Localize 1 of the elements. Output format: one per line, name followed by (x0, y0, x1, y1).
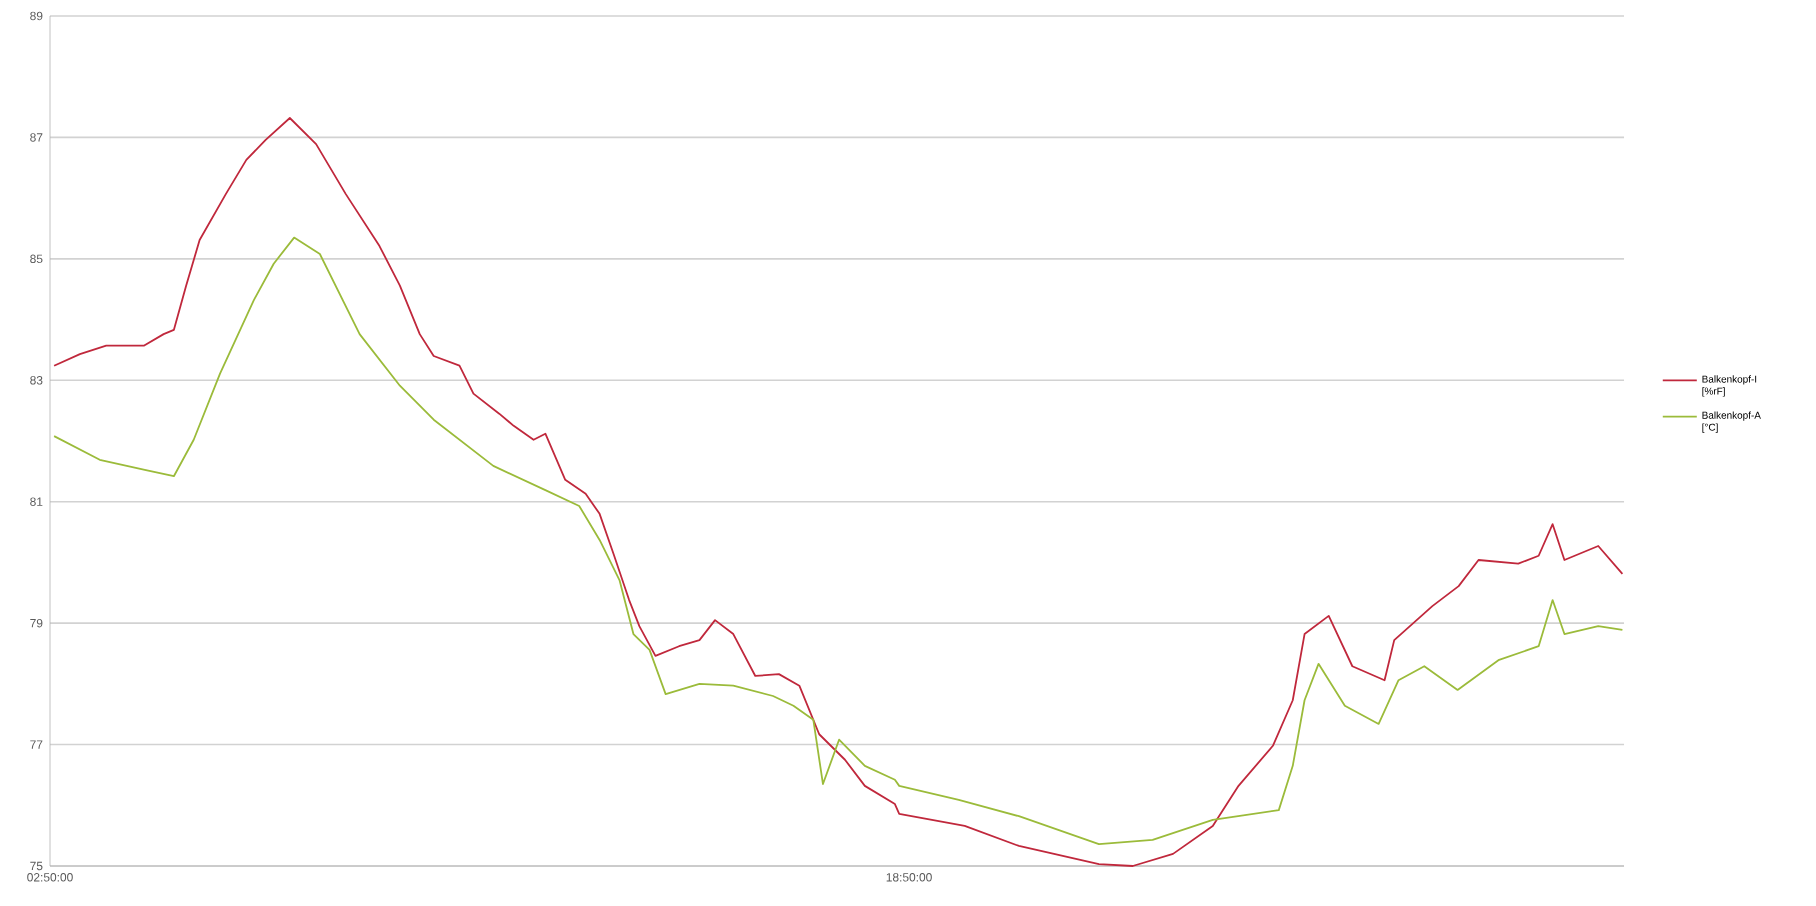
line-series (53, 236, 1624, 846)
